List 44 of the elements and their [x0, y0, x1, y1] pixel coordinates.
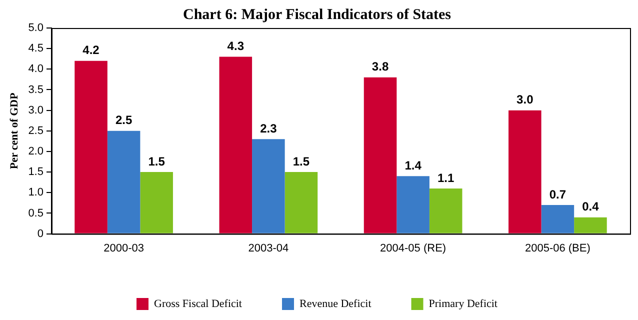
y-tick-label: 0.5 — [28, 207, 44, 220]
bar — [107, 130, 140, 234]
y-tick-label: 2.5 — [28, 124, 44, 137]
y-axis-title: Per cent of GDP — [8, 92, 20, 170]
x-tick-label: 2005-06 (BE) — [524, 242, 590, 254]
y-tick-label: 1.5 — [28, 166, 44, 178]
bar — [396, 176, 430, 234]
bar — [574, 217, 607, 234]
data-label: 4.2 — [82, 43, 100, 58]
data-label: 1.5 — [292, 154, 310, 168]
bar — [508, 110, 542, 234]
data-label: 3.8 — [372, 60, 389, 74]
y-tick-label: 5.0 — [28, 22, 44, 34]
data-label: 0.7 — [549, 187, 566, 202]
x-tick-label: 2004-05 (RE) — [380, 242, 446, 254]
bar — [219, 56, 252, 234]
legend-label: Revenue Deficit — [299, 298, 372, 310]
data-label: 2.3 — [260, 121, 278, 136]
y-tick-label: 4.5 — [28, 42, 44, 55]
bar — [364, 77, 397, 234]
y-tick-label: 1.0 — [28, 186, 44, 199]
y-tick-label: 3.0 — [28, 104, 44, 116]
data-label: 1.5 — [148, 154, 166, 168]
bar — [140, 172, 173, 234]
x-tick-label: 2000-03 — [104, 242, 144, 254]
data-label: 0.4 — [582, 200, 600, 214]
y-tick-label: 4.0 — [28, 63, 44, 76]
data-label: 4.3 — [227, 39, 244, 54]
legend-label: Primary Deficit — [428, 298, 498, 310]
legend-label: Gross Fiscal Deficit — [154, 298, 242, 310]
bar — [429, 188, 462, 234]
bar — [252, 139, 285, 234]
data-label: 1.1 — [438, 170, 455, 185]
bar — [541, 204, 574, 234]
data-label: 1.4 — [404, 158, 422, 172]
x-tick-label: 2003-04 — [248, 242, 289, 254]
y-tick-label: 3.5 — [28, 84, 44, 96]
y-tick-label: 2.0 — [28, 146, 44, 158]
data-label: 2.5 — [115, 113, 132, 128]
y-tick-label: 0 — [37, 228, 44, 240]
bar — [284, 172, 318, 234]
chart-title: Chart 6: Major Fiscal Indicators of States — [182, 6, 452, 23]
bar — [74, 60, 108, 234]
data-label: 3.0 — [516, 92, 534, 107]
